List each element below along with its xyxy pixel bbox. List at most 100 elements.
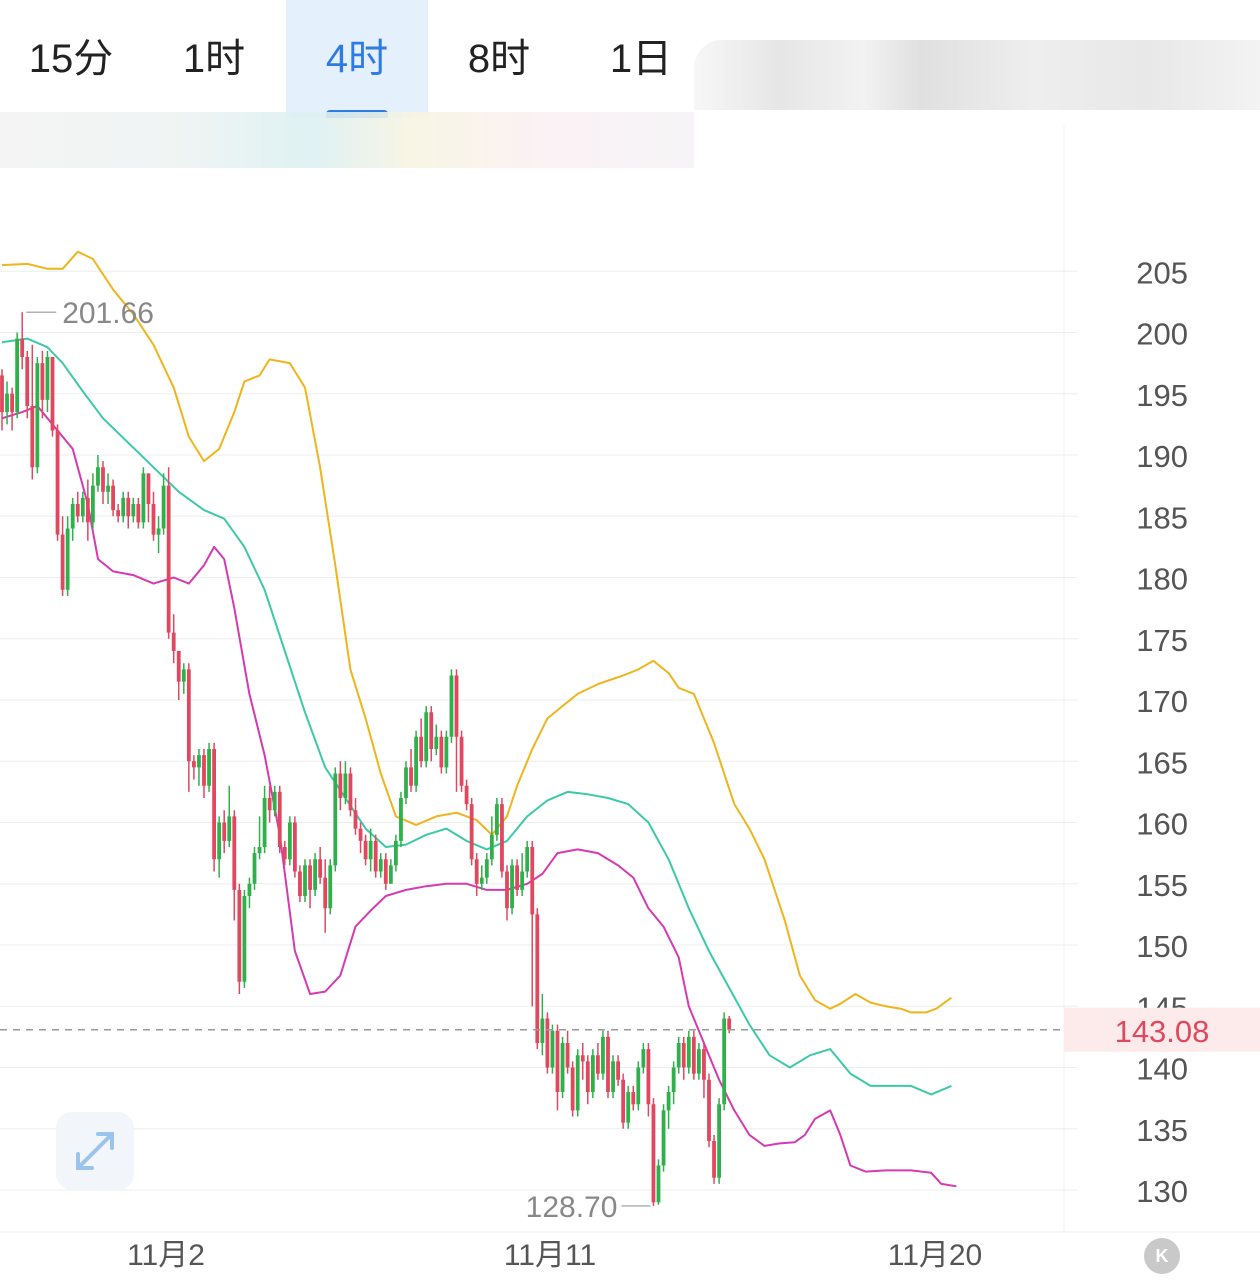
- candle: [262, 785, 267, 854]
- candle-body: [505, 871, 509, 909]
- tab-1d[interactable]: 1日: [609, 37, 673, 81]
- x-tick-label: 11月11: [504, 1239, 596, 1272]
- candle-body: [85, 497, 90, 523]
- candle: [368, 828, 373, 872]
- candle: [50, 357, 55, 437]
- candle-body: [126, 497, 131, 517]
- y-tick-label: 135: [1136, 1113, 1188, 1148]
- y-tick-label: 195: [1136, 378, 1188, 413]
- candle: [25, 350, 30, 419]
- candle: [192, 755, 196, 780]
- current-price-tag: 143.08: [1064, 1007, 1260, 1052]
- candle-body: [192, 761, 196, 768]
- expand-icon: [76, 1132, 114, 1170]
- candle: [717, 1098, 721, 1184]
- candle-body: [287, 822, 292, 860]
- toolbar-placeholder: [694, 40, 1260, 110]
- candle-body: [560, 1043, 565, 1092]
- y-tick-label: 140: [1136, 1052, 1188, 1087]
- candle-body: [146, 473, 151, 504]
- k-badge[interactable]: K: [1144, 1238, 1180, 1274]
- candle-body: [318, 859, 323, 878]
- candle: [242, 889, 247, 988]
- tab-15m[interactable]: 15分: [28, 37, 114, 81]
- candle-body: [121, 497, 126, 517]
- candle: [303, 859, 307, 903]
- candle: [212, 742, 216, 872]
- candle: [590, 1049, 595, 1099]
- candle-body: [570, 1067, 575, 1111]
- candle-body: [394, 840, 398, 866]
- candle-body: [656, 1165, 661, 1203]
- candle: [525, 840, 530, 878]
- x-tick-label: 11月20: [888, 1239, 983, 1272]
- candle: [75, 491, 80, 523]
- candle-body: [444, 736, 449, 768]
- candle-body: [646, 1049, 651, 1105]
- candle: [277, 785, 282, 854]
- candle-body: [197, 755, 201, 768]
- high-marker: 201.66: [26, 297, 154, 330]
- candle: [298, 865, 302, 903]
- candle-body: [479, 877, 484, 884]
- candle: [676, 1036, 681, 1074]
- candle-body: [30, 406, 35, 468]
- candle-body: [181, 669, 186, 682]
- candle: [691, 1030, 696, 1080]
- candle-body: [575, 1055, 580, 1111]
- candle-body: [80, 497, 85, 517]
- candle: [540, 994, 545, 1056]
- candle-body: [469, 804, 474, 860]
- y-axis: 1301351401451501551601651701751801851901…: [1136, 255, 1188, 1209]
- candle: [388, 859, 393, 884]
- candle-body: [500, 804, 504, 872]
- candle: [45, 350, 50, 413]
- candle: [15, 332, 20, 419]
- candle: [323, 859, 328, 933]
- candle-body: [262, 798, 267, 847]
- candle: [616, 1055, 620, 1086]
- candle-body: [631, 1092, 636, 1105]
- candle-body: [661, 1110, 666, 1166]
- candle-body: [641, 1049, 646, 1068]
- candle: [535, 908, 540, 1050]
- candle: [106, 473, 110, 504]
- candle-body: [590, 1055, 595, 1092]
- candle-body: [242, 896, 247, 982]
- candle-body: [707, 1079, 711, 1141]
- candle: [399, 791, 403, 847]
- candle-body: [353, 810, 358, 829]
- candle: [515, 859, 519, 896]
- candle: [151, 491, 156, 541]
- candle: [343, 761, 348, 805]
- candle-body: [565, 1043, 570, 1068]
- y-tick-label: 130: [1136, 1174, 1188, 1209]
- candle-body: [363, 840, 368, 860]
- candle-body: [75, 504, 80, 517]
- candle-body: [10, 393, 14, 413]
- tab-8h[interactable]: 8时: [467, 37, 531, 81]
- candle-body: [555, 1030, 560, 1092]
- candle-body: [65, 528, 70, 590]
- candle: [287, 816, 292, 866]
- candle: [96, 455, 100, 492]
- candle: [313, 853, 317, 896]
- candle: [585, 1055, 590, 1105]
- candle: [484, 853, 489, 884]
- candle-body: [636, 1067, 641, 1105]
- candle-body: [368, 840, 373, 860]
- candle: [247, 877, 252, 909]
- middle-band-line: [1, 337, 952, 1096]
- candle-body: [136, 504, 141, 523]
- candle-body: [681, 1043, 686, 1068]
- candle-body: [60, 534, 65, 590]
- tab-4h[interactable]: 4时: [286, 0, 428, 118]
- expand-button[interactable]: [56, 1112, 134, 1190]
- candle: [358, 822, 363, 854]
- candle: [65, 516, 70, 596]
- tab-1h[interactable]: 1时: [182, 37, 246, 81]
- candle: [171, 614, 176, 664]
- candle: [661, 1104, 666, 1172]
- candle-body: [272, 791, 277, 811]
